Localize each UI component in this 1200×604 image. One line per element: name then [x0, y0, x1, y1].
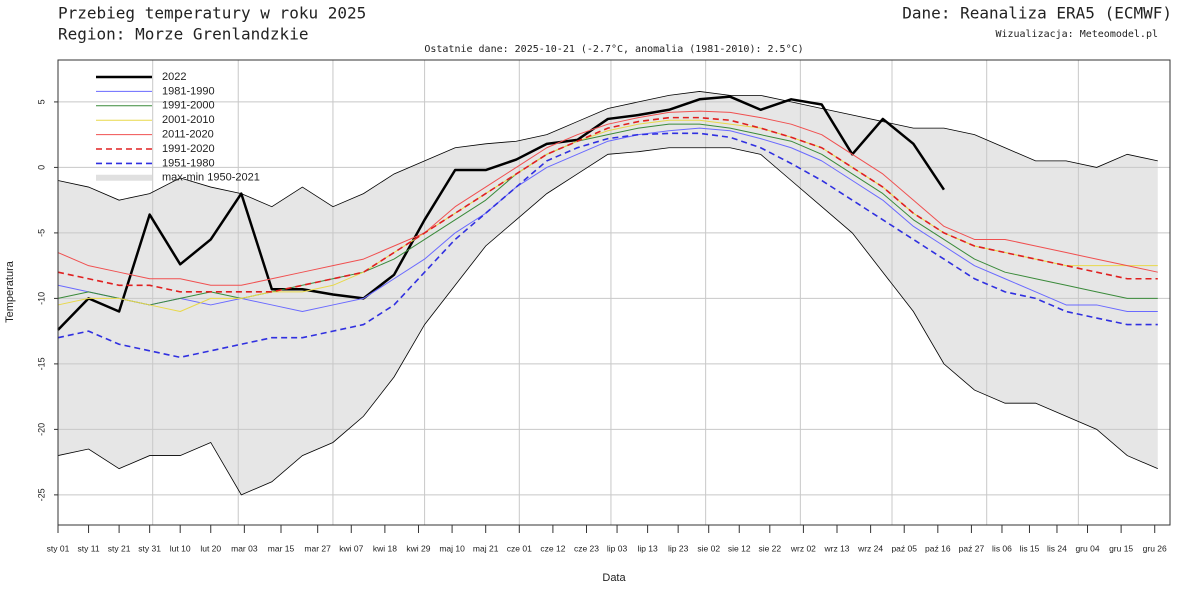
x-tick-label: kwi 29 [406, 543, 430, 553]
credit: Wizualizacja: Meteomodel.pl [995, 29, 1158, 40]
x-tick-label: mar 03 [231, 543, 258, 553]
x-tick-label: wrz 13 [823, 543, 849, 553]
x-tick-label: lut 10 [170, 543, 191, 553]
x-tick-label: paź 27 [959, 543, 985, 553]
series-line [57, 132, 1158, 359]
legend-label: 2022 [162, 71, 186, 83]
y-tick-label: -20 [36, 423, 46, 436]
region: Region: Morze Grenlandzkie [58, 25, 308, 44]
y-tick-label: -25 [36, 488, 46, 501]
chart-title: Przebieg temperatury w roku 2025 [58, 4, 366, 23]
legend-label: 1991-2000 [162, 100, 215, 112]
legend-label: 2011-2020 [162, 129, 214, 141]
y-tick-label: -10 [36, 292, 46, 305]
x-tick-label: kwi 07 [339, 543, 363, 553]
y-tick-label: -5 [36, 229, 46, 237]
x-tick-label: lut 20 [200, 543, 221, 553]
x-tick-label: cze 23 [574, 543, 599, 553]
x-tick-label: sty 01 [47, 543, 70, 553]
y-tick-label: -15 [36, 357, 46, 370]
x-tick-label: lip 03 [607, 543, 628, 553]
x-tick-label: sty 11 [78, 543, 100, 553]
x-tick-label: sty 21 [108, 543, 131, 553]
x-tick-label: mar 15 [268, 543, 295, 553]
x-tick-label: paź 05 [891, 543, 917, 553]
y-axis-label: Temperatura [4, 260, 16, 323]
x-tick-label: cze 12 [540, 543, 565, 553]
x-tick-label: maj 10 [439, 543, 465, 553]
x-tick-label: gru 26 [1143, 543, 1167, 553]
legend-label: 1991-2020 [162, 143, 215, 155]
x-tick-label: maj 21 [473, 543, 499, 553]
x-tick-label: sty 31 [138, 543, 161, 553]
legend-label: 1981-1990 [162, 85, 215, 97]
x-axis-label: Data [602, 572, 626, 584]
y-tick-label: 5 [36, 99, 46, 104]
plot-frame [57, 59, 1171, 526]
x-tick-label: gru 15 [1109, 543, 1133, 553]
x-tick-label: lis 24 [1047, 543, 1067, 553]
x-tick-label: gru 04 [1075, 543, 1099, 553]
envelope-min [57, 147, 1158, 496]
legend-label: max-min 1950-2021 [162, 172, 260, 184]
x-tick-label: sie 12 [728, 543, 751, 553]
x-tick-label: sie 22 [758, 543, 781, 553]
x-tick-label: kwi 18 [373, 543, 397, 553]
series-line [57, 95, 945, 331]
x-tick-label: lip 13 [637, 543, 658, 553]
subtitle: Ostatnie dane: 2025-10-21 (-2.7°C, anoma… [424, 44, 803, 55]
legend-label: 2001-2010 [162, 114, 215, 126]
x-tick-label: cze 01 [507, 543, 532, 553]
x-tick-label: wrz 24 [857, 543, 883, 553]
source: Dane: Reanaliza ERA5 (ECMWF) [902, 4, 1172, 23]
legend-label: 1951-1980 [162, 157, 215, 169]
series-line [57, 116, 1158, 293]
x-tick-label: sie 02 [697, 543, 720, 553]
y-tick-label: 0 [36, 165, 46, 170]
x-tick-label: paź 16 [925, 543, 951, 553]
x-tick-label: lis 06 [992, 543, 1012, 553]
x-tick-label: wrz 02 [790, 543, 816, 553]
x-tick-label: lip 23 [668, 543, 689, 553]
series-line [57, 110, 1158, 286]
x-tick-label: lis 15 [1020, 543, 1040, 553]
x-tick-label: mar 27 [304, 543, 331, 553]
envelope-fill [58, 91, 1158, 495]
